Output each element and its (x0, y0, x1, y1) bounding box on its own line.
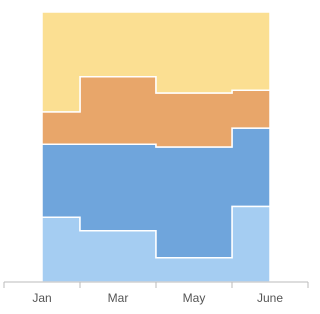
x-tick-label: June (257, 291, 283, 305)
plot-area (41, 11, 271, 283)
x-tick-label: Jan (32, 291, 51, 305)
area-segment (41, 11, 271, 113)
x-tick-label: Mar (108, 291, 129, 305)
x-axis-ticks: Jan Mar May June (3, 282, 309, 305)
x-tick-label: May (183, 291, 206, 305)
